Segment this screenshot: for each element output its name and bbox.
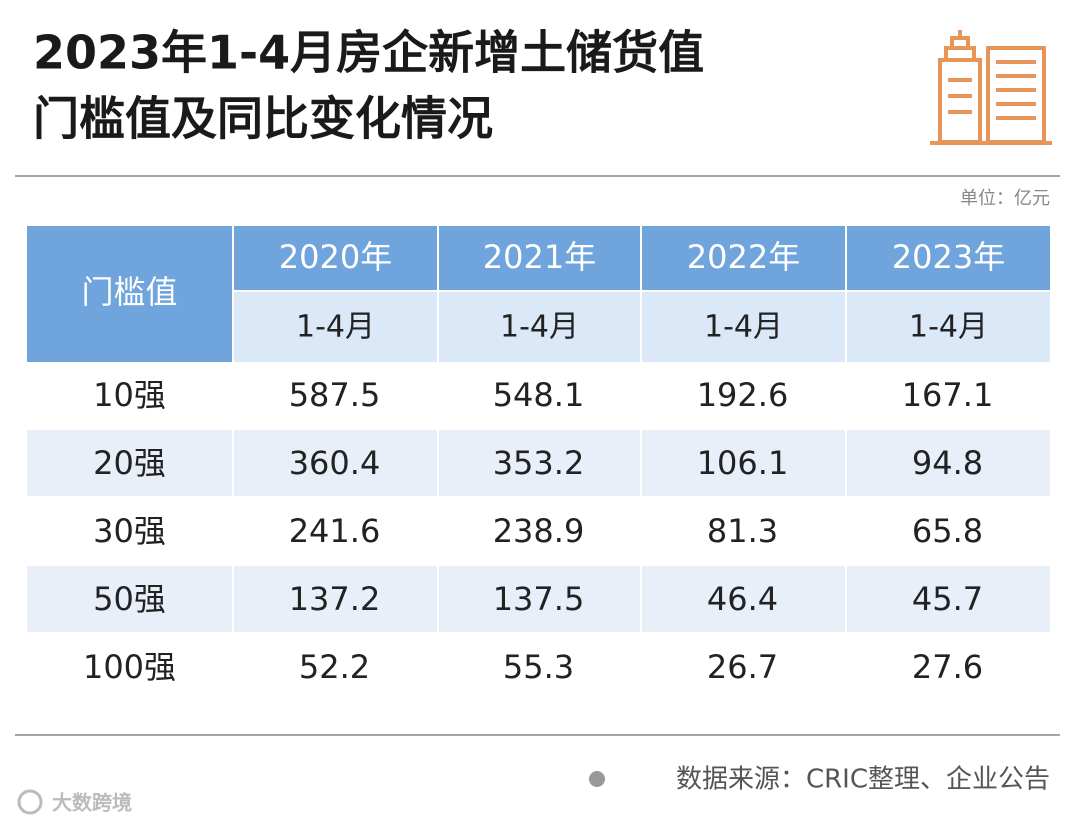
cell-value: 94.8	[912, 444, 983, 482]
bullet	[589, 771, 605, 787]
row-band	[847, 430, 1050, 496]
row-band	[642, 430, 845, 496]
cell-value: 360.4	[289, 444, 381, 482]
header-cell	[27, 226, 232, 362]
row-band	[439, 566, 640, 632]
cell-value: 81.3	[707, 512, 778, 550]
cell-value: 55.3	[503, 648, 574, 686]
header-label: 2021年	[483, 238, 596, 276]
table: 门槛值 2020年 1-4月 2021年 1-4月 2022年 1-4月 2023年 1-4月 1…	[27, 226, 1050, 686]
row-label: 100强	[83, 648, 176, 686]
row-band	[847, 566, 1050, 632]
row-label: 50强	[93, 580, 166, 618]
header-label: 1-4月	[296, 310, 375, 345]
row-band	[27, 566, 232, 632]
cell-value: 548.1	[493, 376, 585, 414]
title-line: 2023年1-4月房企新增土储货值	[33, 26, 704, 80]
cell-value: 353.2	[493, 444, 585, 482]
header-label: 1-4月	[704, 310, 783, 345]
cell-value: 46.4	[707, 580, 778, 618]
header-cell	[847, 292, 1050, 362]
header-label: 1-4月	[500, 310, 579, 345]
row-band	[642, 566, 845, 632]
cell-value: 27.6	[912, 648, 983, 686]
cell-value: 137.5	[493, 580, 585, 618]
row-band	[439, 430, 640, 496]
header-cell	[847, 226, 1050, 290]
header-label: 2023年	[892, 238, 1005, 276]
source-note: 数据来源：CRIC整理、企业公告	[676, 765, 1050, 795]
cell-value: 167.1	[902, 376, 994, 414]
row-band	[234, 430, 437, 496]
cell-value: 65.8	[912, 512, 983, 550]
row-label: 20强	[93, 444, 166, 482]
header-label: 2022年	[687, 238, 800, 276]
cell-value: 241.6	[289, 512, 381, 550]
unit-label: 单位：亿元	[960, 188, 1050, 209]
header-label: 2020年	[279, 238, 392, 276]
header-cell	[234, 226, 437, 290]
logo-text: 大数跨境	[52, 791, 132, 815]
header-label: 门槛值	[81, 273, 177, 311]
header-cell	[439, 292, 640, 362]
cell-value: 192.6	[697, 376, 789, 414]
row-label: 30强	[93, 512, 166, 550]
row-band	[234, 566, 437, 632]
header-cell	[642, 292, 845, 362]
header-label: 1-4月	[909, 310, 988, 345]
cell-value: 45.7	[912, 580, 983, 618]
building-icon	[930, 30, 1052, 145]
cell-value: 106.1	[697, 444, 789, 482]
cell-value: 26.7	[707, 648, 778, 686]
cell-value: 587.5	[289, 376, 381, 414]
header-cell	[439, 226, 640, 290]
cell-value: 52.2	[299, 648, 370, 686]
cell-value: 137.2	[289, 580, 381, 618]
header-cell	[642, 226, 845, 290]
header-cell	[234, 292, 437, 362]
title-line: 门槛值及同比变化情况	[33, 92, 493, 146]
logo-mark	[17, 789, 43, 815]
cell-value: 238.9	[493, 512, 585, 550]
row-label: 10强	[93, 376, 166, 414]
row-band	[27, 430, 232, 496]
